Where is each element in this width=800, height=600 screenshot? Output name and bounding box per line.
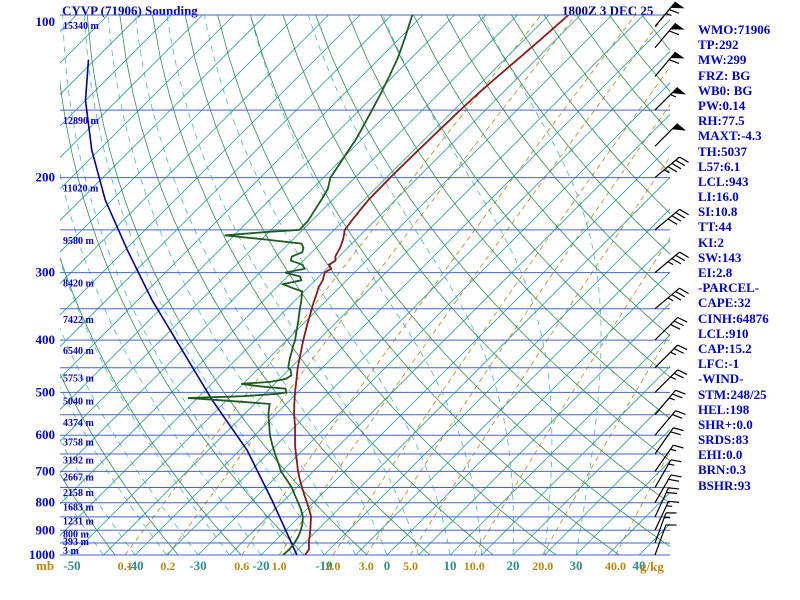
pressure-tick-label: 400 <box>36 332 56 347</box>
temp-tick-label: 20 <box>507 558 520 573</box>
height-label: 15340 m <box>63 21 100 32</box>
temp-tick-label: 0 <box>384 558 391 573</box>
index-line: MAXT:-4.3 <box>698 128 762 144</box>
mixing-tick-label: 0.6 <box>234 559 249 573</box>
height-label: 6540 m <box>63 346 95 357</box>
height-label: 2667 m <box>63 472 95 483</box>
isotherms <box>60 15 670 555</box>
temp-tick-label: -10 <box>315 558 332 573</box>
pressure-axis-labels: 100 200 300 400 500 600 700 800 900 1000 <box>29 14 55 562</box>
gkg-unit-label: g/kg <box>640 559 664 574</box>
index-line: TH:5037 <box>698 143 748 159</box>
index-line: TT:44 <box>698 219 732 235</box>
index-line: SHR+:0.0 <box>698 416 753 432</box>
temp-axis-labels: -50 -40 -30 -20 -10 0 10 20 30 40 <box>63 558 645 573</box>
height-label: 3758 m <box>63 438 95 449</box>
index-line: EHI:0.0 <box>698 447 743 463</box>
height-label: 11020 m <box>63 184 99 195</box>
height-label: 12890 m <box>63 116 100 127</box>
index-line: LCL:910 <box>698 325 749 341</box>
pressure-tick-label: 100 <box>36 14 56 29</box>
index-line: LCL:943 <box>698 173 749 189</box>
height-label: 1683 m <box>63 502 95 513</box>
index-line: HEL:198 <box>698 401 750 417</box>
pressure-tick-label: 900 <box>36 522 56 537</box>
index-line: BRN:0.3 <box>698 462 747 478</box>
mixing-tick-label: 5.0 <box>403 559 418 573</box>
index-line: WMO:71906 <box>698 22 771 37</box>
pressure-gridlines <box>60 14 670 556</box>
pressure-tick-label: 300 <box>36 265 56 280</box>
pressure-tick-label: 800 <box>36 495 56 510</box>
sounding-title: CYVP (71906) Sounding <box>62 3 198 18</box>
height-labels: 15340 m 12890 m 11020 m 9580 m 8420 m 7422 m 6… <box>63 21 100 557</box>
index-line: SRDS:83 <box>698 432 749 448</box>
indices-panel: WMO:71906 TP:292 MW:299 FRZ: BG WB0: BG PW:0.… <box>698 22 800 493</box>
pressure-tick-label: 200 <box>36 170 56 185</box>
mixing-tick-label: 1.0 <box>272 559 287 573</box>
mixing-ratio-labels: 0.1 0.2 0.6 1.0 2.0 3.0 5.0 10.0 20.0 40.0 <box>118 559 626 573</box>
mixing-tick-label: 40.0 <box>605 559 626 573</box>
pressure-tick-label: 1000 <box>29 547 55 562</box>
temp-tick-label: 40 <box>633 558 646 573</box>
temp-tick-label: -30 <box>189 558 206 573</box>
height-label: 393 m <box>63 537 90 548</box>
mixing-tick-label: 20.0 <box>532 559 553 573</box>
index-line: KI:2 <box>698 234 724 250</box>
mixing-tick-label: 2.0 <box>325 559 340 573</box>
pressure-tick-label: 600 <box>36 427 56 442</box>
temp-tick-label: -20 <box>252 558 269 573</box>
mb-unit-label: mb <box>36 558 54 573</box>
index-line: RH:77.5 <box>698 113 745 129</box>
height-label: 5753 m <box>63 373 95 384</box>
index-line: STM:248/25 <box>698 386 767 402</box>
index-line: CAPE:32 <box>698 295 751 311</box>
index-line: MW:299 <box>698 52 747 68</box>
height-label: 5040 m <box>63 397 95 408</box>
index-line: CINH:64876 <box>698 310 769 326</box>
temp-tick-label: -50 <box>63 558 80 573</box>
height-label: 800 m <box>63 529 90 540</box>
index-line: CAP:15.2 <box>698 340 752 356</box>
index-line: FRZ: BG <box>698 67 751 83</box>
mixing-tick-label: 0.1 <box>118 559 133 573</box>
index-line: TP:292 <box>698 37 739 53</box>
profile-curves <box>84 15 570 555</box>
sounding-datetime: 1800Z 3 DEC 25 <box>562 3 654 18</box>
index-line: LI:16.0 <box>698 189 739 205</box>
index-line: -PARCEL- <box>698 280 760 296</box>
index-line: L57:6.1 <box>698 158 741 174</box>
mixing-tick-label: 3.0 <box>359 559 374 573</box>
wind-barbs <box>654 1 689 556</box>
height-label: 2158 m <box>63 488 95 499</box>
height-label: 1231 m <box>63 516 95 527</box>
height-label: 7422 m <box>63 315 95 326</box>
index-line: WB0: BG <box>698 82 753 98</box>
index-line: PW:0.14 <box>698 97 746 113</box>
height-label: 4374 m <box>63 418 95 429</box>
index-line: SI:10.8 <box>698 204 738 220</box>
pressure-tick-label: 500 <box>36 384 56 399</box>
pressure-tick-label: 700 <box>36 463 56 478</box>
temp-tick-label: -40 <box>126 558 143 573</box>
index-line: LFC:-1 <box>698 356 740 372</box>
height-label: 3 m <box>63 546 80 557</box>
height-label: 9580 m <box>63 236 95 247</box>
temp-tick-label: 30 <box>570 558 583 573</box>
mixing-tick-label: 10.0 <box>464 559 485 573</box>
index-line: BSHR:93 <box>698 477 751 493</box>
mixing-tick-label: 0.2 <box>160 559 175 573</box>
index-line: SW:143 <box>698 249 742 265</box>
index-line: EI:2.8 <box>698 265 733 280</box>
dry-adiabats <box>60 15 670 555</box>
height-label: 8420 m <box>63 279 95 290</box>
temp-tick-label: 10 <box>444 558 457 573</box>
index-line: -WIND- <box>698 371 744 387</box>
height-label: 3192 m <box>63 456 95 467</box>
